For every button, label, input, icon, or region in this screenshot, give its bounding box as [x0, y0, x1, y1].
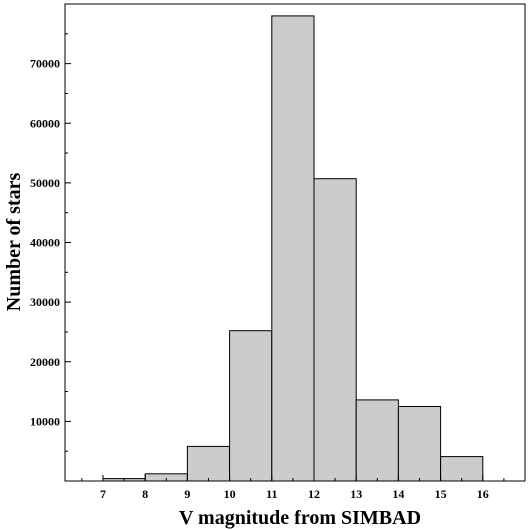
histogram-bars: [102, 15, 484, 482]
histogram-bar-7: [355, 399, 399, 482]
x-tick-label: 14: [392, 487, 404, 501]
histogram-bar-3: [186, 445, 231, 482]
y-tick-label: 50000: [30, 176, 60, 190]
x-tick-label: 7: [100, 487, 106, 501]
y-tick-label: 60000: [30, 116, 60, 130]
histogram-bar-8: [397, 406, 442, 482]
y-tick-label: 20000: [30, 355, 60, 369]
y-tick-label: 10000: [30, 414, 60, 428]
y-tick-label: 70000: [30, 57, 60, 71]
x-tick-label: 12: [308, 487, 320, 501]
x-tick-label: 8: [142, 487, 148, 501]
x-axis-ticks: 7 8 9 10 11 12 13 14 15 16: [81, 475, 505, 501]
histogram-bar-5: [271, 15, 315, 482]
x-tick-label: 10: [224, 487, 236, 501]
histogram-bar-6: [313, 178, 357, 482]
y-tick-label: 40000: [30, 236, 60, 250]
y-axis-title: Number of stars: [3, 173, 25, 312]
x-tick-label: 9: [184, 487, 190, 501]
histogram-bar-4: [229, 330, 273, 482]
y-tick-label: 30000: [30, 295, 60, 309]
x-tick-label: 15: [435, 487, 447, 501]
x-tick-label: 16: [477, 487, 489, 501]
x-axis-title: V magnitude from SIMBAD: [179, 507, 421, 529]
x-tick-label: 13: [350, 487, 362, 501]
histogram-bar-9: [440, 456, 484, 482]
x-tick-label: 11: [266, 487, 277, 501]
y-axis-ticks: 10000 20000 30000 40000 50000 60000 70000: [30, 33, 71, 452]
